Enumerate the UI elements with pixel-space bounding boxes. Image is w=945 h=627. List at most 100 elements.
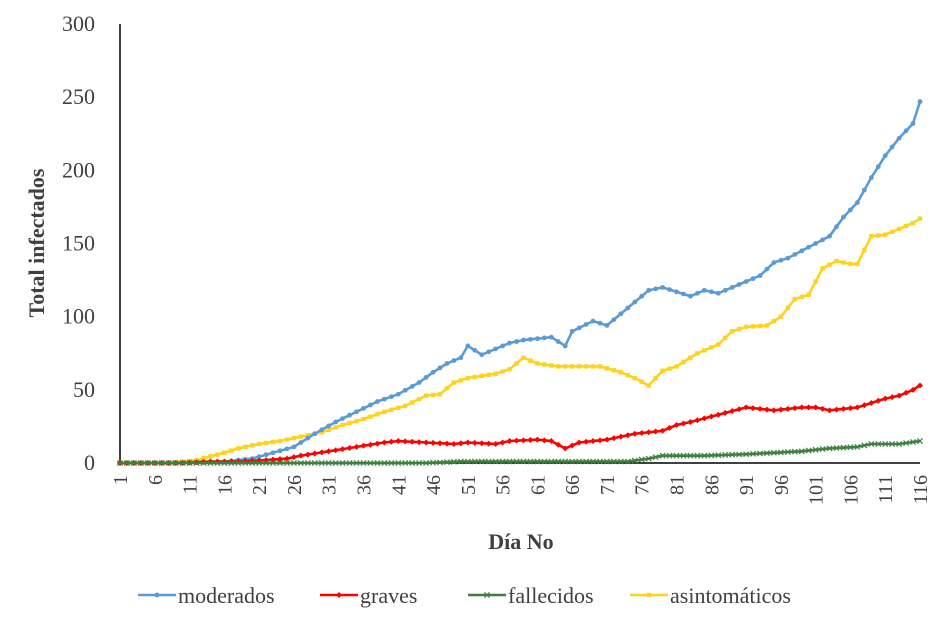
data-point xyxy=(883,232,888,237)
data-point xyxy=(576,439,583,446)
data-point xyxy=(333,425,338,430)
data-point xyxy=(569,442,576,449)
data-point xyxy=(444,386,450,391)
data-point xyxy=(791,448,798,455)
data-point xyxy=(478,440,485,447)
data-point xyxy=(304,459,311,467)
x-tick-label: 61 xyxy=(527,475,549,495)
data-point xyxy=(229,448,234,453)
data-point xyxy=(876,233,881,238)
data-point xyxy=(465,343,471,349)
data-point xyxy=(917,382,923,389)
data-point xyxy=(221,459,228,467)
data-point xyxy=(854,200,860,205)
data-point xyxy=(562,458,569,465)
data-point xyxy=(423,393,429,398)
data-point xyxy=(632,375,637,381)
data-point xyxy=(611,368,617,373)
data-point xyxy=(701,452,708,459)
data-point xyxy=(416,396,422,402)
data-point xyxy=(200,459,207,467)
data-point xyxy=(875,440,882,448)
data-point xyxy=(472,374,477,380)
data-point xyxy=(319,430,324,435)
data-point xyxy=(297,452,304,459)
data-point xyxy=(368,402,373,408)
data-point xyxy=(910,439,917,446)
data-point xyxy=(346,459,353,467)
data-point xyxy=(500,343,506,349)
data-point xyxy=(603,458,610,465)
data-point xyxy=(784,449,791,456)
x-tick-label: 26 xyxy=(284,475,306,495)
x-tick-label: 71 xyxy=(597,475,619,495)
x-tick-label: 41 xyxy=(388,475,410,495)
data-point xyxy=(297,459,304,467)
data-point xyxy=(903,389,910,396)
data-point xyxy=(409,459,416,467)
data-point xyxy=(889,144,895,150)
data-point xyxy=(618,311,624,317)
x-tick-label: 21 xyxy=(249,475,271,495)
legend-item: fallecidos xyxy=(468,583,594,608)
data-point xyxy=(541,458,548,465)
y-tick-label: 0 xyxy=(84,450,95,475)
data-point xyxy=(270,439,276,445)
data-point xyxy=(312,431,318,437)
data-point xyxy=(409,384,415,389)
data-point xyxy=(799,294,804,300)
data-point xyxy=(471,439,478,446)
data-point xyxy=(311,450,318,457)
data-point xyxy=(541,437,548,444)
data-point xyxy=(820,237,826,243)
data-point xyxy=(715,452,722,459)
x-tick-label: 56 xyxy=(493,475,515,495)
data-point xyxy=(834,224,839,230)
data-point xyxy=(812,404,819,411)
data-point xyxy=(478,458,485,465)
data-point xyxy=(639,293,645,299)
data-point xyxy=(610,435,617,442)
y-tick-label: 50 xyxy=(73,377,95,402)
data-point xyxy=(137,459,144,467)
data-point xyxy=(485,458,492,465)
data-point xyxy=(896,135,902,141)
data-point xyxy=(151,459,158,467)
data-point xyxy=(402,387,408,393)
data-point xyxy=(332,459,339,467)
data-point xyxy=(360,442,367,449)
data-point xyxy=(576,458,583,465)
data-point xyxy=(882,440,889,448)
data-point xyxy=(318,459,325,467)
data-point xyxy=(645,429,652,436)
data-point xyxy=(555,441,562,448)
data-point xyxy=(729,285,735,290)
data-point xyxy=(409,438,416,445)
data-point xyxy=(624,432,631,439)
data-point xyxy=(917,99,923,104)
x-tick-label: 76 xyxy=(632,475,654,495)
data-point xyxy=(604,366,610,371)
data-point xyxy=(492,458,499,465)
data-point xyxy=(506,438,513,445)
x-tick-label: 36 xyxy=(353,475,375,495)
data-point xyxy=(437,392,443,397)
legend: moderados graves fallecidos asintomáticos xyxy=(138,583,791,608)
data-point xyxy=(486,372,491,378)
legend-label: fallecidos xyxy=(508,583,594,608)
x-tick-label: 106 xyxy=(840,475,862,505)
data-point xyxy=(819,405,826,412)
data-point xyxy=(367,441,374,448)
data-point xyxy=(236,446,241,451)
data-point xyxy=(638,430,645,437)
data-point xyxy=(381,439,388,446)
data-point xyxy=(687,452,694,459)
data-point xyxy=(673,421,680,428)
data-point xyxy=(276,459,284,467)
data-point xyxy=(715,290,721,296)
data-point xyxy=(485,440,492,447)
data-point xyxy=(625,305,631,311)
data-point xyxy=(660,285,666,290)
x-axis: 1 6 11 16 21 26 31 36 41 46 51 56 61 66 71 76 81 86 91 96 10… xyxy=(110,462,932,505)
